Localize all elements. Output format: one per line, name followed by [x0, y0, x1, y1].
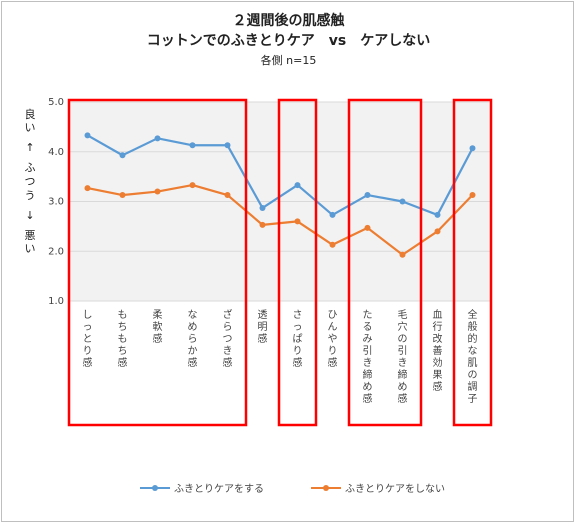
highlight-box — [452, 98, 493, 427]
series1-point — [224, 142, 231, 149]
series1-point — [294, 182, 301, 189]
highlight-box — [277, 98, 318, 427]
legend-series1-marker-icon — [140, 483, 170, 493]
series2-point — [259, 221, 266, 228]
sample-size-label: 各側 n=15 — [260, 54, 317, 67]
series1-point — [329, 211, 336, 218]
series2-point — [294, 218, 301, 225]
y-tick-label: 5.0 — [48, 97, 64, 108]
x-category-label: なめらか感 — [188, 309, 198, 369]
series1-point — [154, 135, 161, 142]
x-category-label: さっぱり感 — [293, 309, 303, 369]
series2-point — [84, 185, 91, 192]
x-category-label: たるみ引き締め感 — [363, 309, 373, 405]
x-category-label: ざらつき感 — [223, 308, 233, 369]
x-category-label: ひんやり感 — [328, 310, 338, 369]
chart-title: ２週間後の肌感触 — [232, 13, 345, 29]
series1-point — [469, 145, 476, 152]
y-tick-label: 1.0 — [48, 296, 64, 307]
legend-item-series2: ふきとりケアをしない — [311, 480, 445, 495]
x-category-label: もちもち感 — [118, 309, 128, 369]
series1-point — [364, 192, 371, 199]
series2-point — [119, 192, 126, 199]
y-tick-label: 4.0 — [48, 147, 64, 158]
legend-series2-label: ふきとりケアをしない — [345, 484, 445, 495]
x-category-label: 血行改善効果感 — [433, 308, 443, 393]
legend-series1-label: ふきとりケアをする — [174, 484, 264, 495]
y-axis-label: 良い↑ふつう↓悪い — [25, 107, 36, 255]
x-category-label: 毛穴の引き締め感 — [398, 309, 408, 405]
x-category-label: 全般的な肌の調子 — [468, 308, 478, 405]
series1-point — [119, 152, 126, 159]
series1-point — [434, 211, 441, 218]
series2-point — [434, 228, 441, 235]
series2-point — [329, 241, 336, 248]
y-tick-label: 2.0 — [48, 246, 64, 257]
series2-point — [189, 182, 196, 189]
series1-point — [84, 132, 91, 139]
highlight-box — [67, 98, 248, 427]
x-category-label: 透明感 — [258, 309, 268, 345]
chart-subtitle: コットンでのふきとりケア vs ケアしない — [146, 33, 431, 49]
x-category-label: しっとり感 — [83, 309, 93, 369]
series2-point — [469, 192, 476, 199]
x-category-label: 柔軟感 — [153, 309, 163, 345]
y-tick-label: 3.0 — [48, 197, 64, 208]
series2-point — [364, 224, 371, 231]
series1-point — [259, 204, 266, 211]
series2-point — [154, 188, 161, 195]
series1-point — [189, 142, 196, 149]
series2-point — [224, 192, 231, 199]
series2-point — [399, 251, 406, 258]
legend-item-series1: ふきとりケアをする — [140, 480, 264, 495]
series1-point — [399, 198, 406, 205]
legend-series2-marker-icon — [311, 483, 341, 493]
highlight-box — [347, 98, 423, 427]
